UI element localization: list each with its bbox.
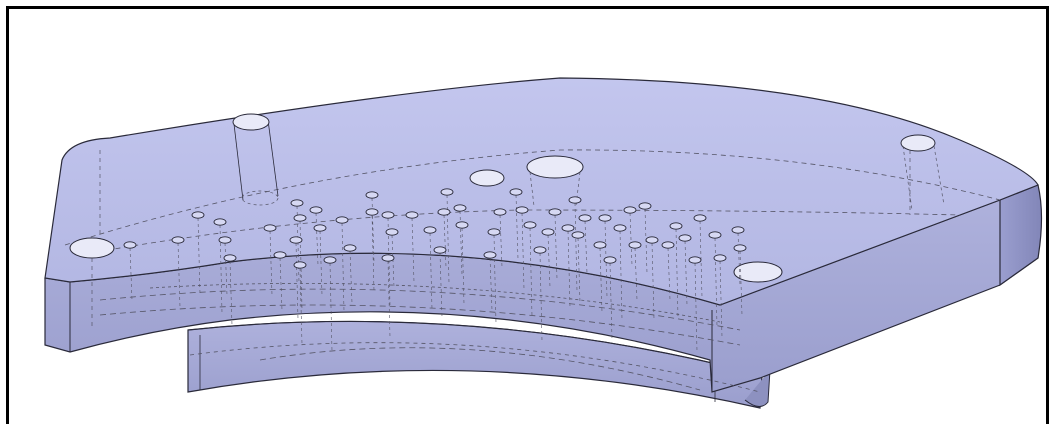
- hole-large-6: [734, 262, 782, 282]
- end-face: [1000, 185, 1042, 285]
- hole-large-4: [470, 170, 504, 186]
